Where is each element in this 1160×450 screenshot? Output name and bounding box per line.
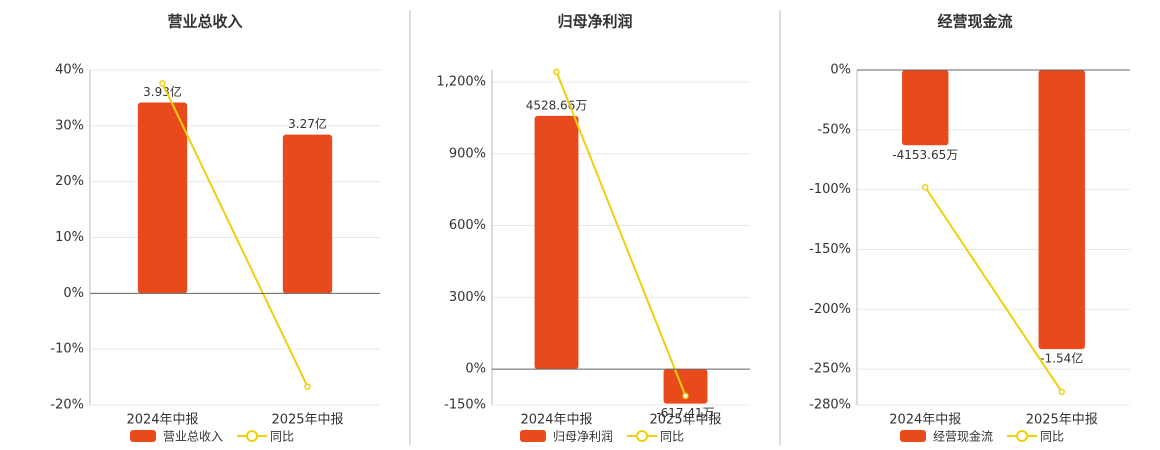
bar — [902, 70, 949, 146]
line-point — [682, 392, 689, 400]
line — [555, 71, 687, 397]
x-tick-label: 2024年中报 — [520, 413, 592, 428]
y-tick-label: -250% — [809, 362, 851, 377]
y-tick-label: 600% — [449, 218, 486, 233]
line-point — [553, 68, 560, 76]
legend-swatch — [900, 430, 926, 442]
y-tick-label: 40% — [55, 63, 84, 78]
chart-title: 营业总收入 — [167, 13, 242, 31]
legend-label: 同比 — [660, 430, 684, 444]
y-tick-label: 1,200% — [436, 74, 486, 89]
x-tick-label: 2025年中报 — [271, 413, 343, 428]
legend-swatch — [520, 430, 546, 442]
value-label: 3.27亿 — [288, 116, 327, 131]
legend-label: 归母净利润 — [553, 430, 613, 444]
bar — [663, 369, 708, 404]
y-tick-label: 0% — [465, 362, 486, 377]
y-tick-label: -100% — [809, 182, 851, 197]
y-tick-label: -150% — [809, 242, 851, 257]
y-tick-label: -10% — [50, 342, 84, 357]
y-tick-label: -200% — [809, 302, 851, 317]
bar — [1038, 70, 1085, 350]
y-tick-label: -280% — [809, 398, 851, 413]
chart-title: 经营现金流 — [937, 13, 1012, 31]
line-point — [1058, 388, 1065, 396]
value-label: 3.93亿 — [143, 84, 182, 99]
value-label: -1.54亿 — [1040, 351, 1083, 366]
line-point — [922, 184, 929, 191]
y-tick-label: -50% — [817, 122, 851, 137]
chart-title: 归母净利润 — [557, 13, 632, 31]
value-label: -4153.65万 — [892, 148, 958, 162]
legend-label: 同比 — [270, 430, 294, 444]
y-tick-label: 300% — [449, 290, 486, 305]
legend-label: 同比 — [1040, 430, 1064, 444]
line-point — [159, 80, 166, 87]
y-tick-label: 20% — [55, 174, 84, 189]
y-tick-label: -150% — [444, 398, 486, 413]
line — [161, 82, 309, 388]
y-tick-label: 0% — [63, 286, 84, 301]
x-tick-label: 2024年中报 — [126, 413, 198, 428]
bar — [137, 102, 188, 294]
y-tick-label: 30% — [55, 118, 84, 133]
legend-swatch — [1016, 430, 1029, 442]
bar — [282, 134, 333, 294]
x-tick-label: 2024年中报 — [889, 413, 961, 428]
legend-label: 营业总收入 — [163, 430, 223, 444]
y-tick-label: 900% — [449, 146, 486, 161]
value-label: 4528.66万 — [526, 98, 588, 112]
legend-swatch — [130, 430, 156, 442]
y-tick-label: 0% — [830, 63, 851, 78]
bar — [534, 115, 579, 370]
x-tick-label: 2025年中报 — [649, 413, 721, 428]
line — [924, 186, 1063, 393]
legend-label: 经营现金流 — [933, 429, 993, 444]
legend-swatch — [636, 430, 649, 442]
x-tick-label: 2025年中报 — [1026, 413, 1098, 428]
legend-swatch — [246, 430, 259, 442]
line-point — [304, 383, 311, 390]
value-label: -617.41万 — [656, 406, 714, 420]
y-tick-label: 10% — [55, 230, 84, 245]
y-tick-label: -20% — [50, 398, 84, 413]
